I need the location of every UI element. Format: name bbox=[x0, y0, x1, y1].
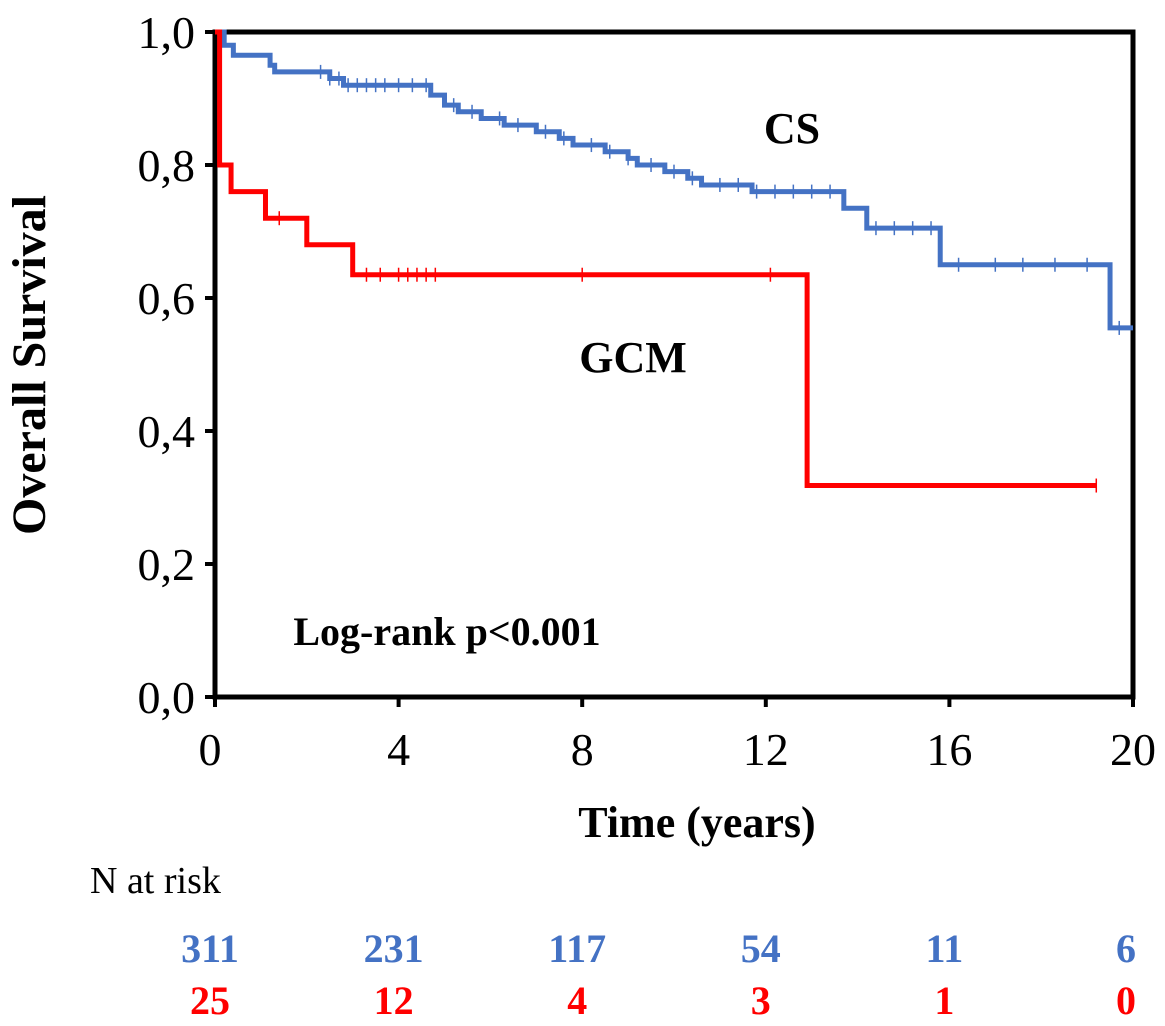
y-tick-label: 0,8 bbox=[138, 140, 196, 191]
risk-count: 3 bbox=[751, 978, 771, 1021]
y-axis-label: Overall Survival bbox=[3, 195, 56, 535]
series-label: GCM bbox=[579, 333, 687, 382]
risk-count: 117 bbox=[548, 926, 606, 971]
y-tick-label: 0,4 bbox=[138, 406, 196, 457]
y-tick-label: 0,0 bbox=[138, 672, 196, 723]
risk-count: 12 bbox=[374, 978, 414, 1021]
risk-count: 0 bbox=[1116, 978, 1136, 1021]
y-tick-label: 1,0 bbox=[138, 7, 196, 58]
y-tick-label: 0,6 bbox=[138, 273, 196, 324]
plot-frame bbox=[212, 29, 1136, 700]
risk-count: 4 bbox=[567, 978, 587, 1021]
x-tick-label: 0 bbox=[199, 724, 222, 775]
x-tick-label: 8 bbox=[571, 724, 594, 775]
series-label: CS bbox=[764, 104, 820, 153]
annotation: Log-rank p<0.001 bbox=[293, 609, 600, 654]
x-tick-label: 20 bbox=[1110, 724, 1156, 775]
risk-title: N at risk bbox=[90, 860, 221, 902]
x-tick-label: 16 bbox=[926, 724, 972, 775]
risk-count: 231 bbox=[364, 926, 424, 971]
x-axis-label: Time (years) bbox=[578, 798, 815, 847]
survival-line bbox=[215, 29, 1133, 331]
risk-count: 54 bbox=[741, 926, 781, 971]
risk-count: 25 bbox=[190, 978, 230, 1021]
risk-count: 311 bbox=[181, 926, 239, 971]
risk-count: 11 bbox=[926, 926, 964, 971]
risk-count: 6 bbox=[1116, 926, 1136, 971]
x-tick-label: 4 bbox=[387, 724, 410, 775]
risk-count: 1 bbox=[934, 978, 954, 1021]
survival-line bbox=[215, 29, 1097, 489]
x-tick-label: 12 bbox=[743, 724, 789, 775]
y-tick-label: 0,2 bbox=[138, 539, 196, 590]
